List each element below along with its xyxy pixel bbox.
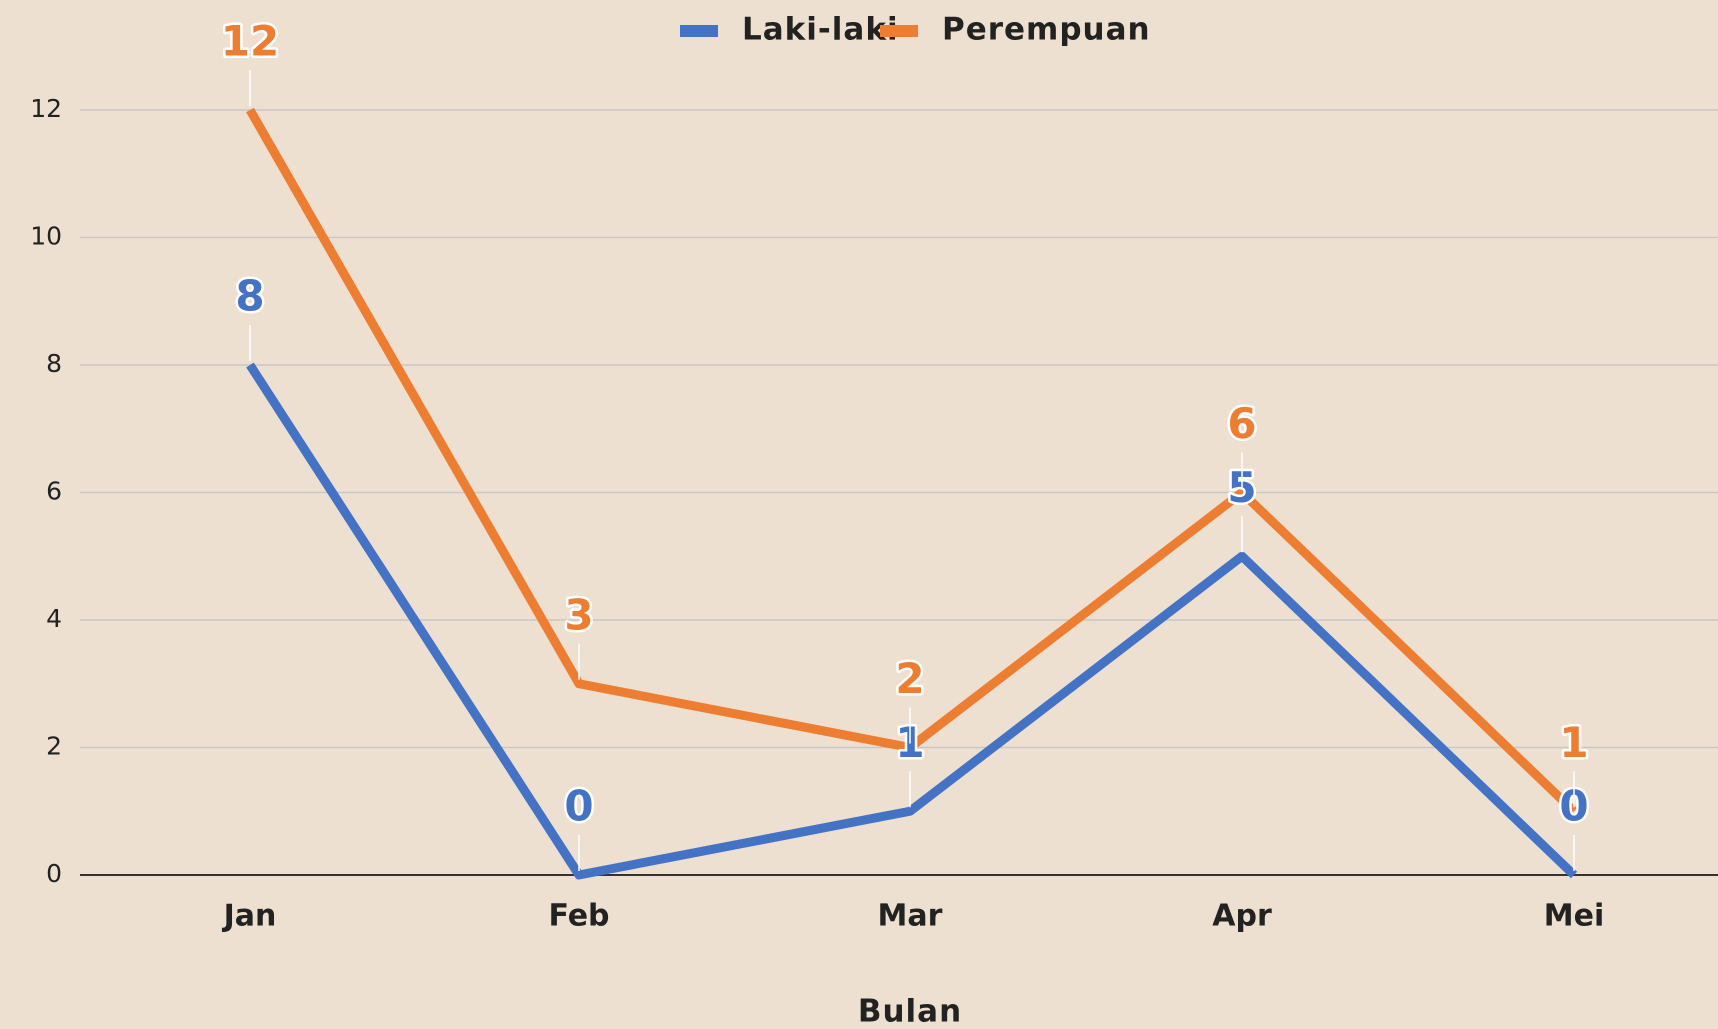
y-tick-label: 10 [30, 222, 62, 251]
data-label: 2 [895, 654, 924, 703]
line-series [246, 362, 1578, 880]
x-tick-label: Jan [222, 899, 277, 934]
line-series [246, 107, 1578, 815]
y-tick-label: 6 [46, 477, 62, 506]
y-tick-label: 12 [30, 94, 62, 123]
data-label: 0 [564, 782, 593, 831]
legend-swatch [680, 25, 718, 37]
data-label: 12 [221, 17, 279, 66]
y-tick-label: 2 [46, 732, 62, 761]
data-label: 1 [1559, 718, 1588, 767]
x-tick-label: Apr [1212, 899, 1272, 934]
data-label: 8 [235, 272, 264, 321]
y-tick-label: 0 [46, 859, 62, 888]
x-tick-label: Mei [1544, 899, 1604, 934]
x-tick-label: Feb [548, 899, 609, 934]
x-tick-label: Mar [878, 899, 943, 934]
y-tick-label: 4 [46, 604, 62, 633]
data-label: 3 [564, 590, 593, 639]
x-axis-title: Bulan [858, 994, 962, 1029]
legend-label: Laki-laki [742, 12, 899, 48]
data-label: 6 [1227, 399, 1256, 448]
legend-label: Perempuan [942, 12, 1151, 48]
legend-swatch [880, 25, 918, 37]
y-tick-label: 8 [46, 349, 62, 378]
